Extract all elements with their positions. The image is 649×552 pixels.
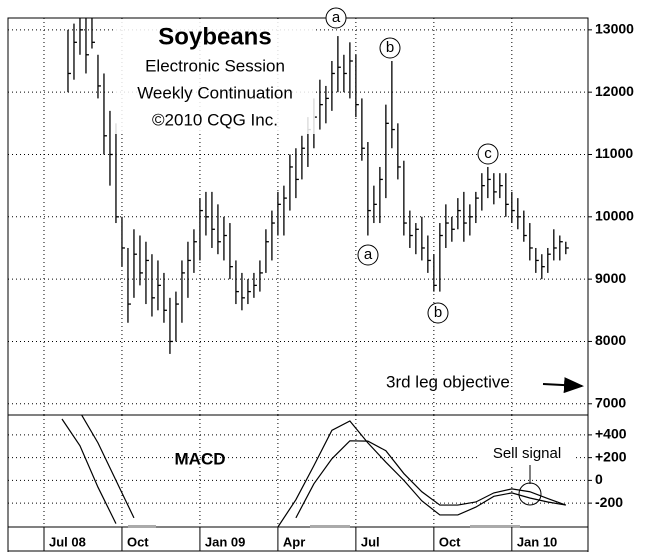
x-tick-label: Jul 08 (49, 534, 86, 549)
objective-arrow (542, 377, 584, 394)
annotation: Weekly Continuation (137, 83, 293, 102)
wave-label: a (357, 244, 379, 266)
wave-label: c (477, 143, 499, 165)
y-tick-label: 9000 (595, 270, 626, 286)
wave-text: a (332, 9, 341, 26)
wave-label: b (427, 302, 449, 324)
annotation: 3rd leg objective (386, 372, 510, 391)
wave-label: b (379, 37, 401, 59)
annotation-backdrop (480, 443, 574, 465)
y-tick-label: +400 (595, 426, 627, 442)
wave-text: a (364, 246, 373, 263)
title-backdrop (115, 22, 315, 134)
panel (8, 18, 588, 415)
wave-text: b (386, 39, 394, 56)
wave-text: b (434, 304, 442, 321)
panel (8, 415, 588, 527)
y-tick-label: 7000 (595, 394, 626, 410)
annotation: Electronic Session (145, 56, 285, 75)
signal-circle (518, 482, 542, 506)
session-strip (470, 525, 520, 528)
session-strip (310, 525, 350, 528)
y-tick-label: +200 (595, 448, 627, 464)
y-tick-label: 10000 (595, 208, 634, 224)
macd-line (61, 418, 566, 527)
y-tick-label: -200 (595, 494, 623, 510)
wave-text: c (484, 145, 492, 162)
x-tick-label: Oct (127, 534, 149, 549)
layer: 7000 8000 9000 10000 11000 12000 13000 +400 +200… (8, 18, 634, 551)
y-tick-label: 12000 (595, 83, 634, 99)
x-tick-label: Jan 10 (517, 534, 557, 549)
y-tick-label: 0 (595, 471, 603, 487)
y-tick-label: 8000 (595, 332, 626, 348)
macd-line (80, 415, 567, 519)
y-tick-label: 13000 (595, 21, 634, 37)
x-tick-label: Oct (439, 534, 461, 549)
y-tick-label: 11000 (595, 145, 633, 161)
x-tick-label: Jul (361, 534, 380, 549)
annotation: ©2010 CQG Inc. (152, 110, 278, 129)
annotation: Sell signal (493, 445, 561, 462)
panel-title: MACD (175, 449, 226, 468)
x-tick-label: Apr (283, 534, 305, 549)
x-tick-label: Jan 09 (205, 534, 245, 549)
chart-title: Soybeans (158, 23, 271, 50)
session-strip (128, 525, 156, 528)
wave-label: a (325, 7, 347, 29)
